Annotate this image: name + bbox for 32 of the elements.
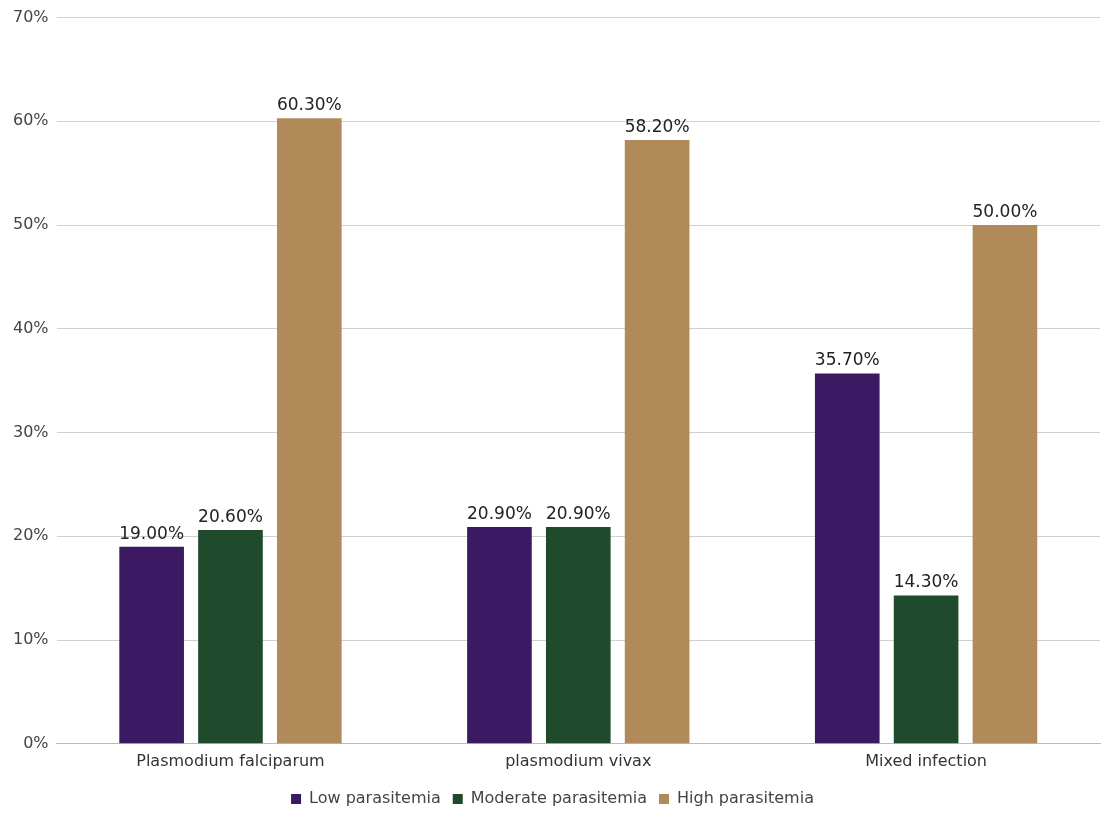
- y-tick-label: 40%: [13, 317, 49, 337]
- data-label: 35.70%: [814, 349, 880, 370]
- x-tick-label: Mixed infection: [865, 750, 988, 770]
- data-label: 14.30%: [893, 571, 959, 592]
- y-tick-label: 50%: [13, 214, 49, 234]
- bar: [972, 225, 1038, 744]
- bar: [814, 373, 880, 744]
- x-tick-label: plasmodium vivax: [505, 750, 652, 770]
- data-label: 50.00%: [972, 201, 1038, 222]
- data-label: 19.00%: [119, 522, 185, 543]
- x-tick-label: Plasmodium falciparum: [136, 750, 325, 770]
- legend-label: Low parasitemia: [309, 788, 441, 808]
- bar: [198, 530, 263, 744]
- bar: [119, 546, 184, 744]
- y-tick-label: 30%: [13, 421, 49, 441]
- bar: [893, 595, 959, 744]
- y-tick-label: 20%: [13, 525, 49, 545]
- legend-label: High parasitemia: [677, 788, 814, 808]
- bar: [624, 140, 690, 744]
- bar: [467, 526, 532, 744]
- data-label: 20.60%: [198, 506, 263, 527]
- y-tick-label: 0%: [23, 732, 49, 752]
- y-tick-label: 70%: [13, 6, 49, 26]
- data-label: 20.90%: [467, 502, 532, 523]
- data-label: 60.30%: [276, 94, 342, 115]
- bar: [545, 526, 611, 744]
- y-tick-label: 10%: [13, 629, 49, 649]
- data-label: 20.90%: [545, 502, 611, 523]
- legend-label: Moderate parasitemia: [470, 788, 647, 808]
- y-tick-label: 60%: [13, 110, 49, 130]
- data-label: 58.20%: [624, 115, 690, 136]
- bar: [276, 118, 342, 744]
